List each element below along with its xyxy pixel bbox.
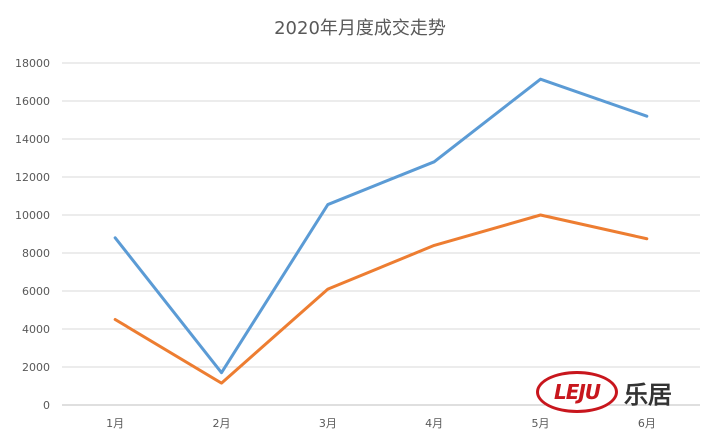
leju-logo-oval: LEJU [536, 371, 618, 413]
y-tick-label: 2000 [22, 361, 50, 374]
series-line-1 [113, 77, 649, 375]
y-tick-label: 10000 [15, 209, 50, 222]
y-tick-label: 8000 [22, 247, 50, 260]
grid-lines [62, 62, 700, 406]
x-tick-label: 5月 [532, 417, 550, 430]
series-lines [113, 77, 649, 385]
x-tick-label: 2月 [213, 417, 231, 430]
leju-logo-letters: LEJU [553, 380, 601, 404]
y-tick-label: 6000 [22, 285, 50, 298]
x-tick-label: 3月 [319, 417, 337, 430]
x-tick-label: 4月 [425, 417, 443, 430]
y-tick-label: 18000 [15, 57, 50, 70]
y-tick-label: 12000 [15, 171, 50, 184]
y-axis-ticks: 0 2000 4000 6000 8000 10000 12000 14000 16000 180… [15, 57, 50, 412]
x-tick-label: 1月 [106, 417, 124, 430]
y-tick-label: 16000 [15, 95, 50, 108]
chart-title: 2020年月度成交走势 [274, 18, 446, 39]
y-tick-label: 4000 [22, 323, 50, 336]
y-tick-label: 14000 [15, 133, 50, 146]
leju-logo-chinese: 乐居 [624, 380, 672, 409]
series-line-2 [113, 213, 649, 385]
x-tick-label: 6月 [638, 417, 656, 430]
x-axis-ticks: 1月 2月 3月 4月 5月 6月 [106, 417, 656, 430]
leju-watermark: LEJU 乐居 [536, 371, 672, 413]
y-tick-label: 0 [43, 399, 50, 412]
